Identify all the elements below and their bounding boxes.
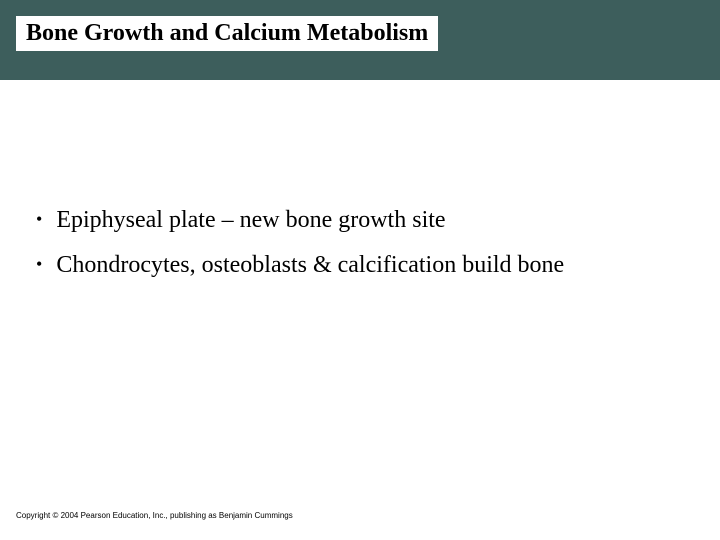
bullet-text: Epiphyseal plate – new bone growth site (56, 205, 690, 236)
content-area: • Epiphyseal plate – new bone growth sit… (30, 205, 690, 295)
bullet-item: • Chondrocytes, osteoblasts & calcificat… (30, 250, 690, 281)
bullet-text: Chondrocytes, osteoblasts & calcificatio… (56, 250, 690, 281)
slide-title: Bone Growth and Calcium Metabolism (16, 16, 438, 51)
bullet-marker: • (36, 250, 42, 279)
header-band: Bone Growth and Calcium Metabolism (0, 0, 720, 80)
bullet-item: • Epiphyseal plate – new bone growth sit… (30, 205, 690, 236)
bullet-marker: • (36, 205, 42, 234)
copyright-text: Copyright © 2004 Pearson Education, Inc.… (16, 511, 293, 520)
